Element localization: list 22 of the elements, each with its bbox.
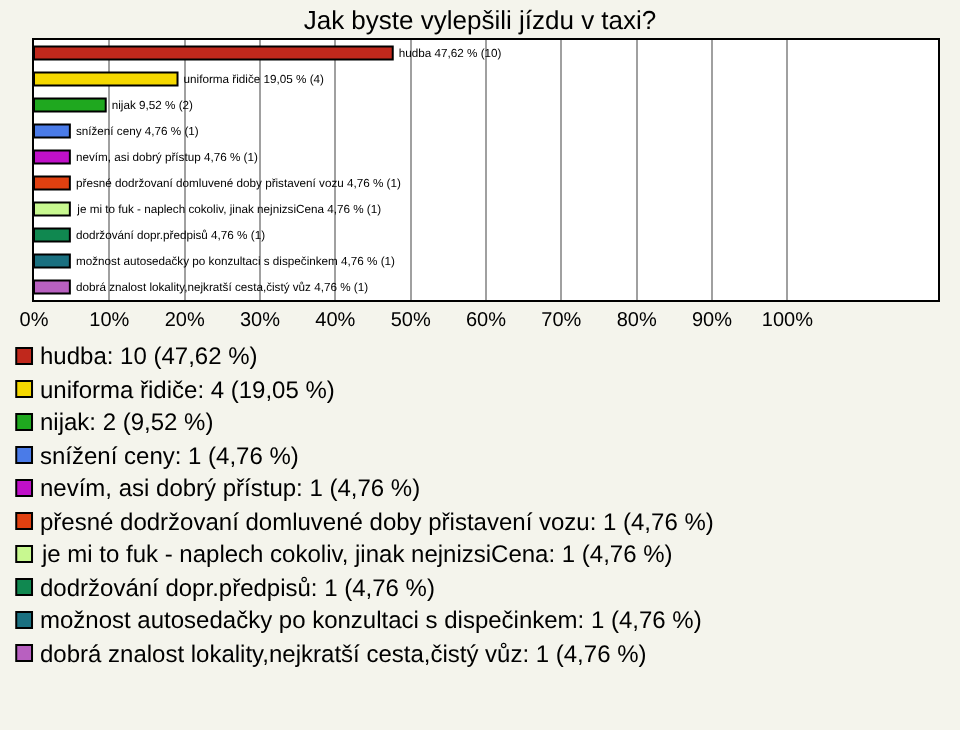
- x-tick-label: 40%: [315, 310, 356, 332]
- x-tick-label: 30%: [239, 310, 281, 332]
- legend-label: je mi to fuk - naplech cokoliv, jinak nejnizsiCena: 1 (4,76 %): [40, 540, 673, 568]
- legend-label: možnost autosedačky po konzultaci s dispečinkem: 1 (4,76 %): [40, 606, 702, 634]
- legend-label: nevím, asi dobrý přístup: 1 (4,76 %): [40, 474, 421, 502]
- chart-title: Jak byste vylepšili jízdu v taxi?: [303, 5, 657, 36]
- x-tick-label: 20%: [164, 310, 205, 332]
- x-tick-label: 90%: [691, 310, 733, 332]
- legend-label: hudba: 10 (47,62 %): [40, 342, 258, 370]
- legend-label: dobrá znalost lokality,nejkratší cesta,čistý vůz: 1 (4,76 %): [40, 640, 647, 668]
- x-tick-label: 70%: [541, 310, 582, 332]
- x-tick-label: 60%: [465, 310, 507, 332]
- legend-label: dodržování dopr.předpisů: 1 (4,76 %): [40, 574, 435, 602]
- x-tick-label: 0%: [19, 310, 49, 332]
- legend-label: snížení ceny: 1 (4,76 %): [40, 442, 299, 470]
- legend-label: uniforma řidiče: 4 (19,05 %): [40, 376, 335, 404]
- legend-label: nijak: 2 (9,52 %): [40, 408, 214, 436]
- x-tick-label: 50%: [390, 310, 431, 332]
- legend-label: přesné dodržovaní domluvené doby přistavení vozu: 1 (4,76 %): [40, 508, 714, 536]
- x-tick-label: 80%: [616, 310, 657, 332]
- x-tick-label: 10%: [89, 310, 130, 332]
- x-tick-label: 100%: [761, 310, 814, 332]
